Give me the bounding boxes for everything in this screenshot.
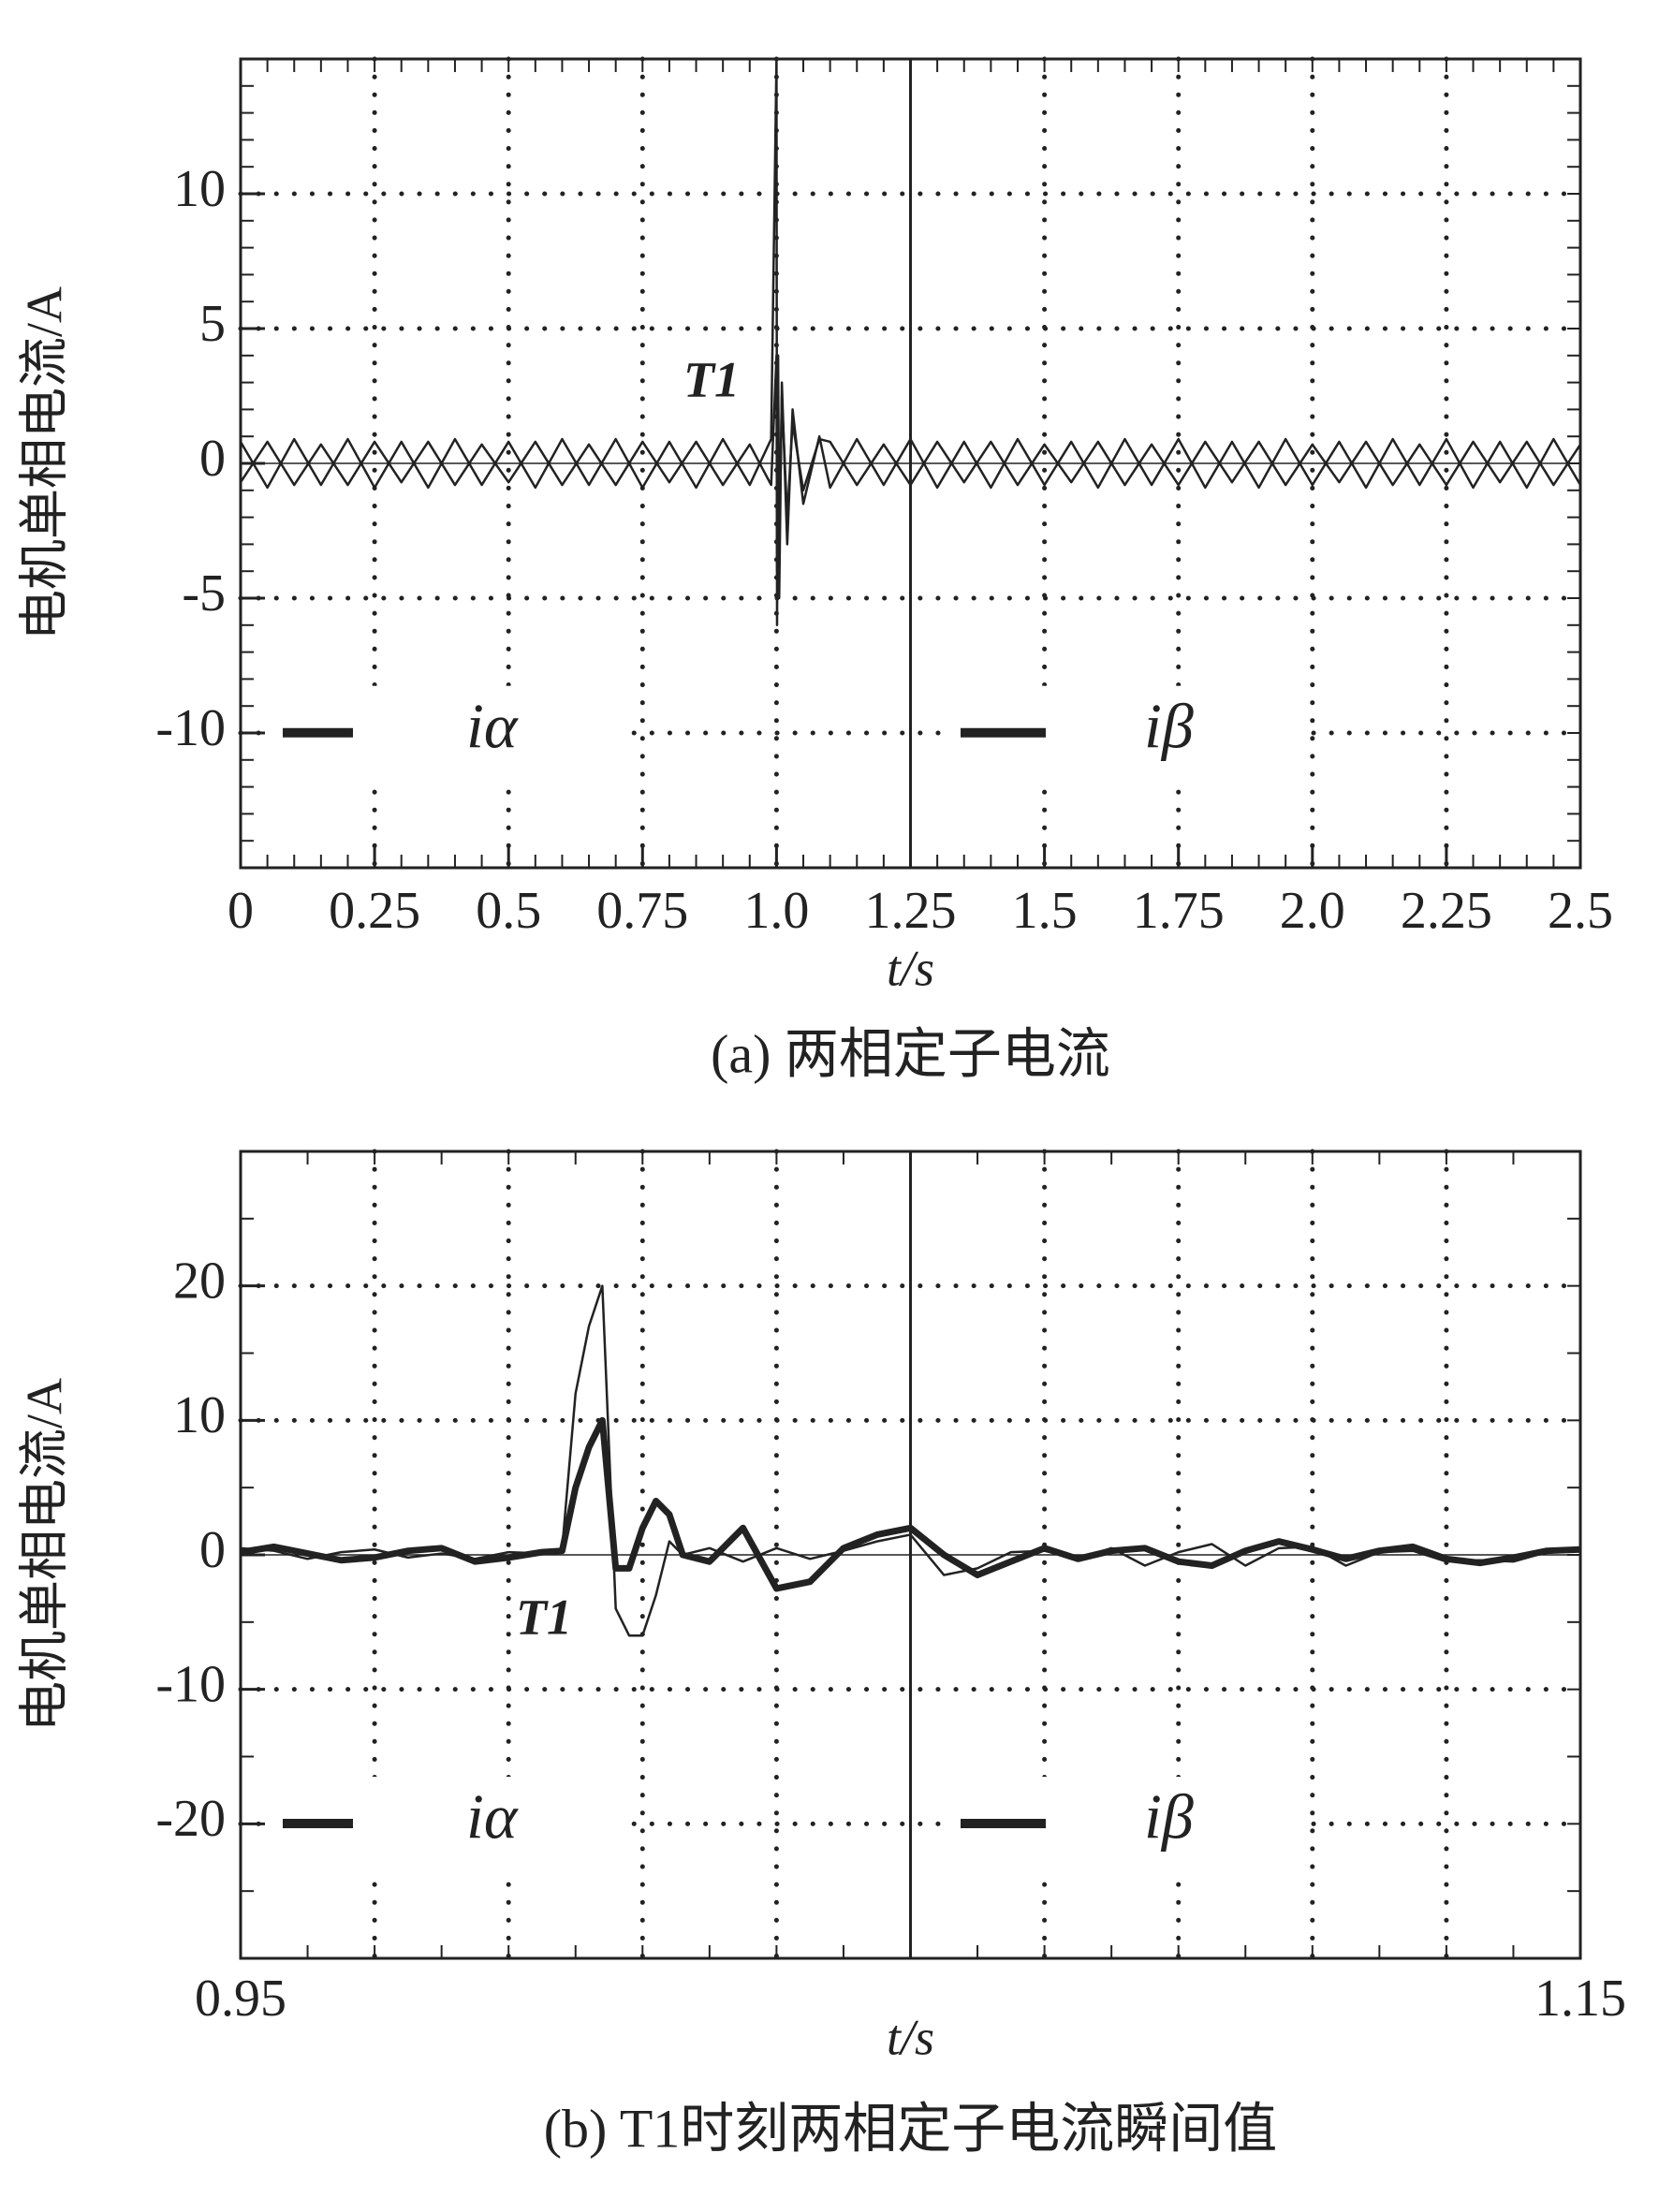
x-tick-label: 2.5 [1548, 882, 1613, 940]
legend-label: iα [466, 690, 519, 761]
y-axis-label: 电机单相电流/A [16, 1378, 72, 1732]
x-tick-label: 1.0 [743, 882, 809, 940]
x-axis-label: t/s [887, 2009, 934, 2065]
x-tick-label: 0.5 [476, 882, 541, 940]
y-axis-label: 电机单相电流/A [16, 286, 72, 640]
series-line [240, 1416, 1581, 1592]
y-tick-label: 10 [173, 160, 226, 218]
x-tick-label: 0.25 [329, 882, 420, 940]
series-line [239, 354, 1582, 573]
y-tick-label: -20 [155, 1790, 226, 1848]
plot-frame [239, 1150, 1582, 1960]
x-tick-label: 2.25 [1401, 882, 1492, 940]
y-tick-label: 5 [199, 295, 226, 353]
y-tick-label: 10 [173, 1386, 226, 1444]
y-tick-label: 20 [173, 1252, 226, 1311]
x-axis-label: t/s [887, 940, 934, 996]
y-tick-label: -10 [155, 699, 226, 757]
x-tick-label: 1.25 [865, 882, 957, 940]
series-line [239, 57, 1582, 627]
y-tick-label: -10 [155, 1656, 226, 1714]
x-tick-label: 0.75 [596, 882, 688, 940]
caption: (b) T1时刻两相定子电流瞬间值 [544, 2098, 1278, 2159]
x-tick-label: 1.5 [1012, 882, 1078, 940]
y-tick-label: -5 [182, 564, 226, 623]
legend-label: iβ [1144, 690, 1194, 761]
x-tick-label: 0 [228, 882, 254, 940]
x-tick-label: 1.15 [1534, 1970, 1626, 2028]
annotation: T1 [516, 1589, 572, 1645]
x-tick-label: 0.95 [195, 1970, 286, 2028]
y-tick-label: 0 [199, 1521, 226, 1579]
x-tick-label: 2.0 [1280, 882, 1345, 940]
legend-label: iβ [1144, 1781, 1194, 1853]
x-tick-label: 1.75 [1133, 882, 1225, 940]
legend-label: iα [466, 1781, 519, 1853]
caption: (a) 两相定子电流 [711, 1023, 1110, 1084]
y-tick-label: 0 [199, 430, 226, 488]
plot-frame [239, 57, 1582, 870]
annotation: T1 [683, 351, 740, 407]
